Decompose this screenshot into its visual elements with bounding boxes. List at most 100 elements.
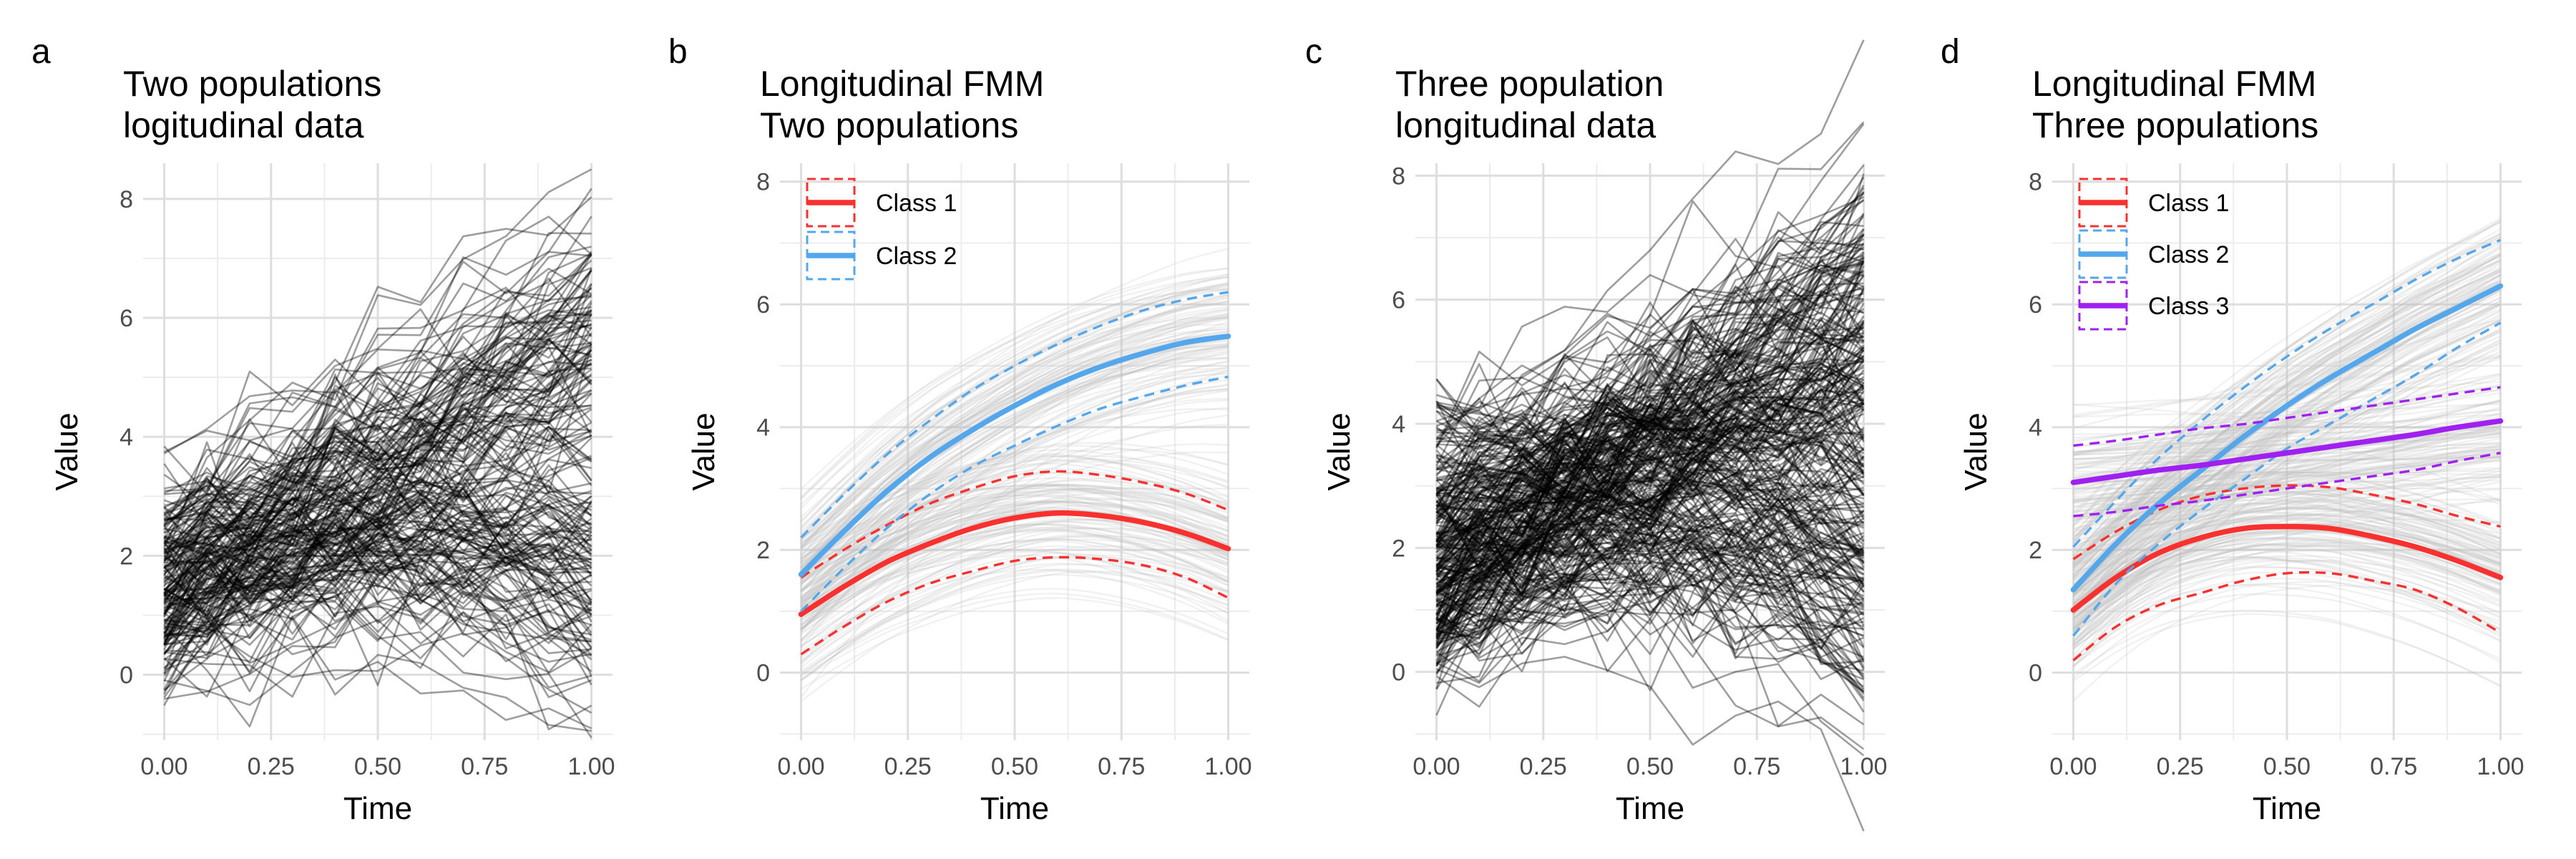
fitted-curve <box>800 276 1229 522</box>
trajectory-line <box>1436 308 1865 583</box>
trajectory-line <box>164 500 592 633</box>
fitted-curve <box>800 356 1229 541</box>
trajectory-line <box>1435 480 1864 649</box>
fitted-curve <box>2073 447 2501 494</box>
trajectory-line <box>1435 430 1865 548</box>
fitted-curve <box>800 442 1229 568</box>
class-3-lower-band <box>2073 452 2501 518</box>
fitted-curve <box>2072 259 2502 571</box>
legend-item-class-3: Class 3 <box>2078 281 2229 331</box>
fitted-curve <box>2072 331 2501 592</box>
trajectory-line <box>1435 422 1865 546</box>
fitted-curve <box>2073 428 2501 496</box>
fitted-curve <box>2072 268 2502 569</box>
trajectory-line <box>1436 401 1865 504</box>
trajectory-line <box>164 523 592 606</box>
trajectory-line <box>1435 656 1865 832</box>
fitted-curve <box>800 520 1229 634</box>
fitted-curve <box>2073 426 2501 501</box>
trajectory-line <box>164 392 592 581</box>
trajectory-line <box>163 495 592 698</box>
panel-b-y-tick-label: 8 <box>756 169 770 196</box>
fitted-curve <box>2072 566 2501 641</box>
trajectory-line <box>1435 494 1865 713</box>
trajectory-line <box>1435 187 1865 550</box>
fitted-curve <box>2073 479 2501 503</box>
trajectory-line <box>1436 273 1865 422</box>
trajectory-line <box>163 349 592 647</box>
trajectory-line <box>1435 323 1865 475</box>
fitted-curve <box>2073 437 2501 518</box>
trajectory-line <box>163 487 592 589</box>
class-2-mean-line <box>2070 283 2504 593</box>
panel-c-y-tick-label: 8 <box>1392 162 1405 190</box>
fitted-curve <box>800 552 1229 652</box>
trajectory-line <box>1435 591 1865 727</box>
fitted-curve <box>2072 258 2502 575</box>
fitted-curve <box>2073 385 2501 442</box>
panel-letter-b: b <box>668 33 688 71</box>
fitted-curve <box>2073 408 2501 455</box>
legend-item-class-2: Class 2 <box>806 230 957 281</box>
trajectory-line <box>163 408 592 693</box>
trajectory-line <box>163 407 592 606</box>
trajectory-line <box>163 309 592 515</box>
trajectory-line <box>1436 193 1865 409</box>
trajectory-line <box>1435 246 1865 603</box>
trajectory-line <box>163 268 592 555</box>
panel-c-grid <box>1415 163 1885 740</box>
trajectory-line <box>1435 339 1864 586</box>
trajectory-line <box>163 465 592 646</box>
trajectory-line <box>163 513 592 631</box>
trajectory-line <box>163 340 592 599</box>
panel-a-x-tick-label: 0.00 <box>140 753 187 780</box>
fitted-curve <box>2072 261 2502 556</box>
trajectory-line <box>164 389 592 547</box>
fitted-curve <box>800 498 1229 631</box>
trajectory-line <box>1436 488 1865 581</box>
trajectory-line <box>163 425 592 605</box>
fitted-curve <box>800 597 1229 690</box>
fitted-curve <box>800 443 1229 618</box>
trajectory-line <box>1435 358 1865 477</box>
trajectory-line <box>1436 499 1865 583</box>
trajectory-line <box>163 550 592 636</box>
fitted-curve <box>2072 559 2501 651</box>
trajectory-line <box>164 215 592 507</box>
trajectory-line <box>163 451 592 552</box>
trajectory-line <box>1436 455 1864 538</box>
panel-c-x-tick-label: 0.75 <box>1733 753 1780 780</box>
trajectory-line <box>163 407 592 528</box>
fitted-curve <box>2073 470 2501 552</box>
fitted-curve <box>800 460 1229 581</box>
trajectory-line <box>1436 479 1865 558</box>
fitted-curve <box>800 288 1229 490</box>
trajectory-line <box>163 524 592 621</box>
trajectory-line <box>163 188 592 517</box>
trajectory-line <box>163 430 592 506</box>
fitted-curve <box>2073 460 2501 485</box>
fitted-curve <box>800 285 1229 539</box>
trajectory-line <box>1435 233 1865 568</box>
fitted-curve <box>2072 281 2502 586</box>
fitted-curve <box>2073 498 2501 502</box>
fitted-curve <box>2072 513 2501 607</box>
trajectory-line <box>1435 389 1864 557</box>
trajectory-line <box>163 498 592 595</box>
panel-b: b Longitudinal FMM Two populations 0.00 0… <box>668 33 1252 826</box>
trajectory-line <box>163 355 592 586</box>
fitted-curve <box>800 535 1229 669</box>
trajectory-line <box>164 251 592 555</box>
trajectory-line <box>163 520 592 644</box>
panel-d-title-line-1: Longitudinal FMM <box>2032 64 2316 104</box>
trajectory-line <box>164 566 592 643</box>
legend-label-class-2: Class 2 <box>2148 241 2229 268</box>
trajectory-line <box>1436 384 1865 494</box>
trajectory-line <box>1436 173 1865 595</box>
trajectory-line <box>1435 191 1865 566</box>
fitted-curve <box>800 455 1229 576</box>
fitted-curve <box>2073 435 2501 508</box>
fitted-curve <box>2072 537 2501 619</box>
trajectory-line <box>1435 396 1865 536</box>
trajectory-line <box>1435 477 1865 667</box>
